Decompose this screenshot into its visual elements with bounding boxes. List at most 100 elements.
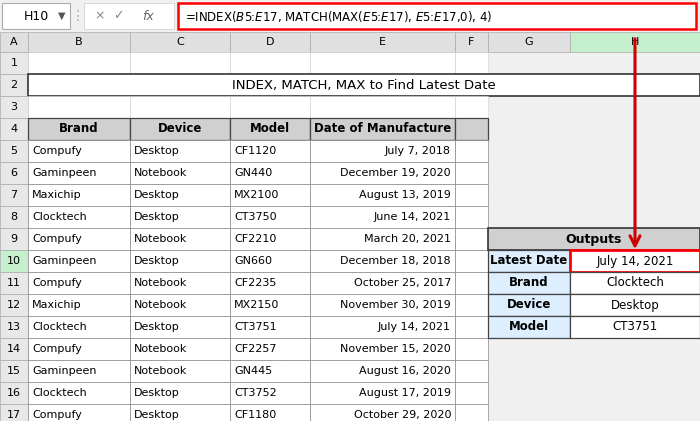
- Text: 13: 13: [7, 322, 21, 332]
- Bar: [230, 250, 310, 272]
- Text: 11: 11: [7, 278, 21, 288]
- Bar: [230, 316, 310, 338]
- Bar: [455, 294, 488, 316]
- Text: 8: 8: [10, 212, 18, 222]
- Text: B: B: [75, 37, 83, 47]
- Text: December 18, 2018: December 18, 2018: [340, 256, 451, 266]
- Text: Desktop: Desktop: [134, 322, 180, 332]
- Bar: [28, 162, 130, 184]
- Bar: [0, 382, 28, 404]
- Bar: [130, 228, 230, 250]
- Text: CF1180: CF1180: [234, 410, 276, 420]
- Bar: [130, 184, 230, 206]
- Bar: [130, 316, 230, 338]
- Text: Desktop: Desktop: [134, 388, 180, 398]
- Bar: [0, 96, 28, 118]
- Text: 15: 15: [7, 366, 21, 376]
- Bar: [0, 52, 28, 74]
- Text: CT3750: CT3750: [234, 212, 276, 222]
- Text: March 20, 2021: March 20, 2021: [364, 234, 451, 244]
- Text: ▼: ▼: [58, 11, 66, 21]
- Bar: [455, 228, 488, 250]
- Text: Clocktech: Clocktech: [606, 277, 664, 290]
- Text: Clocktech: Clocktech: [32, 322, 87, 332]
- Bar: [310, 272, 455, 294]
- Text: October 29, 2020: October 29, 2020: [354, 410, 451, 420]
- Text: Compufy: Compufy: [32, 146, 82, 156]
- Bar: [0, 184, 28, 206]
- Text: 17: 17: [7, 410, 21, 420]
- Bar: [28, 272, 130, 294]
- Bar: [230, 404, 310, 421]
- Text: Maxichip: Maxichip: [32, 300, 82, 310]
- Text: EXCEL · DATA · ANALYSIS: EXCEL · DATA · ANALYSIS: [225, 367, 335, 376]
- Bar: [230, 118, 310, 140]
- Bar: [310, 228, 455, 250]
- Bar: [0, 0, 700, 32]
- Text: Clocktech: Clocktech: [32, 212, 87, 222]
- Text: MX2150: MX2150: [234, 300, 279, 310]
- Bar: [130, 404, 230, 421]
- Text: GN660: GN660: [234, 256, 272, 266]
- Bar: [130, 32, 230, 52]
- Bar: [28, 140, 130, 162]
- Bar: [570, 294, 700, 316]
- Bar: [0, 294, 28, 316]
- Text: October 25, 2017: October 25, 2017: [354, 278, 451, 288]
- Bar: [455, 140, 488, 162]
- Bar: [0, 250, 28, 272]
- Text: 2: 2: [10, 80, 18, 90]
- Text: CF2235: CF2235: [234, 278, 276, 288]
- Text: Notebook: Notebook: [134, 168, 188, 178]
- Bar: [0, 228, 28, 250]
- Text: ⋮: ⋮: [71, 9, 85, 23]
- Bar: [455, 206, 488, 228]
- Bar: [84, 3, 174, 29]
- Bar: [310, 382, 455, 404]
- Text: Latest Date: Latest Date: [491, 255, 568, 267]
- Text: Gaminpeen: Gaminpeen: [32, 366, 97, 376]
- Bar: [455, 96, 488, 118]
- Text: 16: 16: [7, 388, 21, 398]
- Text: November 15, 2020: November 15, 2020: [340, 344, 451, 354]
- Text: Notebook: Notebook: [134, 300, 188, 310]
- Bar: [230, 140, 310, 162]
- Bar: [0, 338, 28, 360]
- Text: 1: 1: [10, 58, 18, 68]
- Text: Compufy: Compufy: [32, 278, 82, 288]
- Bar: [28, 382, 130, 404]
- Text: H: H: [631, 37, 639, 47]
- Text: Maxichip: Maxichip: [32, 190, 82, 200]
- Bar: [310, 96, 455, 118]
- Bar: [28, 32, 130, 52]
- Bar: [310, 140, 455, 162]
- Text: Device: Device: [507, 298, 551, 312]
- Bar: [28, 250, 130, 272]
- Text: 7: 7: [10, 190, 18, 200]
- Bar: [0, 316, 28, 338]
- Bar: [0, 74, 28, 96]
- Bar: [488, 294, 570, 316]
- Text: June 14, 2021: June 14, 2021: [374, 212, 451, 222]
- Bar: [455, 52, 488, 74]
- Text: Notebook: Notebook: [134, 234, 188, 244]
- Text: Model: Model: [250, 123, 290, 136]
- Bar: [570, 250, 700, 272]
- Bar: [230, 294, 310, 316]
- Text: Compufy: Compufy: [32, 410, 82, 420]
- Bar: [28, 360, 130, 382]
- Text: CT3751: CT3751: [612, 320, 657, 333]
- Bar: [28, 118, 130, 140]
- Text: 5: 5: [10, 146, 18, 156]
- Text: =INDEX($B$5:$E$17, MATCH(MAX($E$5:$E$17), $E$5:$E$17,0), 4): =INDEX($B$5:$E$17, MATCH(MAX($E$5:$E$17)…: [185, 8, 493, 24]
- Bar: [488, 316, 570, 338]
- Bar: [230, 162, 310, 184]
- Bar: [178, 3, 696, 29]
- Bar: [0, 162, 28, 184]
- Text: A: A: [10, 37, 18, 47]
- Bar: [230, 360, 310, 382]
- Bar: [130, 118, 230, 140]
- Bar: [230, 382, 310, 404]
- Bar: [570, 272, 700, 294]
- Bar: [0, 272, 28, 294]
